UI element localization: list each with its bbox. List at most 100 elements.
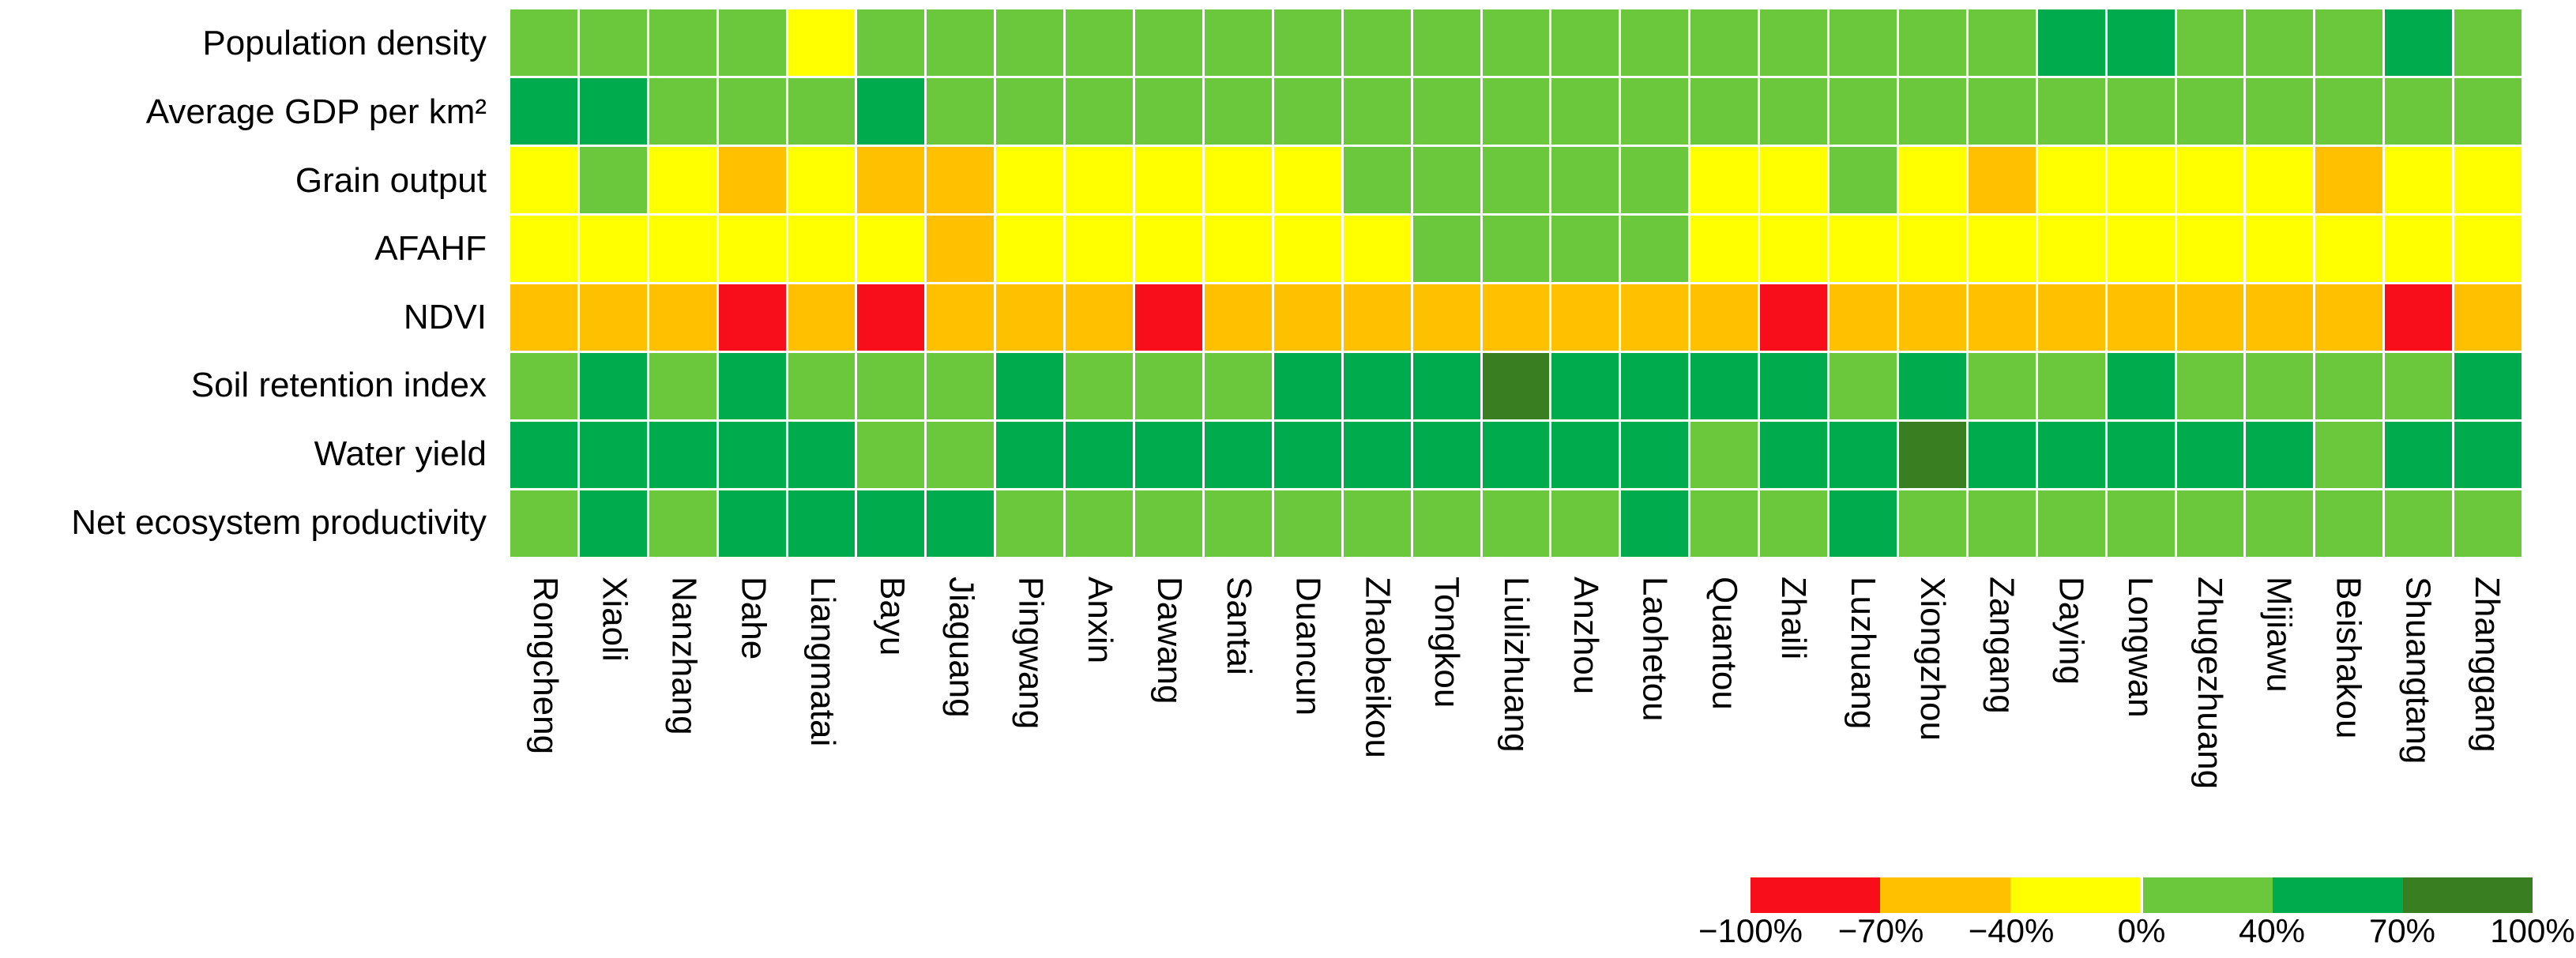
column-label-text: Rongcheng — [525, 577, 565, 755]
heatmap-cell — [1482, 216, 1550, 282]
heatmap-cell — [2315, 216, 2383, 282]
heatmap-cell — [579, 284, 647, 351]
heatmap-cell — [2454, 353, 2521, 419]
heatmap-cell — [1343, 284, 1411, 351]
heatmap-cell — [1204, 353, 1272, 419]
heatmap-cell — [1551, 284, 1619, 351]
heatmap-cell — [1898, 422, 1966, 488]
heatmap-cell — [1690, 422, 1758, 488]
heatmap-cell — [1760, 284, 1828, 351]
heatmap-cell — [1760, 9, 1828, 76]
heatmap-cell — [2176, 216, 2244, 282]
heatmap-cell — [1690, 147, 1758, 213]
heatmap-cell — [1412, 216, 1480, 282]
column-label-text: Daying — [2051, 577, 2091, 685]
heatmap-cell — [1621, 353, 1689, 419]
column-label: Bayu — [857, 564, 927, 911]
column-label: Zhanggang — [2452, 564, 2521, 911]
heatmap-cell — [857, 422, 925, 488]
heatmap-cell — [1621, 216, 1689, 282]
column-label: Zhaobeikou — [1343, 564, 1412, 911]
row-label: Water yield — [314, 434, 487, 474]
heatmap-cell — [1066, 147, 1134, 213]
heatmap-cell — [2246, 422, 2314, 488]
heatmap-cell — [1482, 490, 1550, 557]
heatmap-cell — [1204, 490, 1272, 557]
heatmap-cell — [718, 490, 786, 557]
column-label: Quantou — [1689, 564, 1758, 911]
column-label: Dawang — [1134, 564, 1204, 911]
heatmap-cell — [2315, 147, 2383, 213]
heatmap-cell — [510, 78, 577, 145]
heatmap-cell — [1760, 422, 1828, 488]
heatmap-cell — [2385, 9, 2453, 76]
heatmap-cell — [1968, 216, 2036, 282]
column-label-text: Bayu — [872, 577, 912, 656]
heatmap-cell — [2315, 78, 2383, 145]
legend-segment-y — [2010, 877, 2140, 913]
heatmap-cell — [1621, 284, 1689, 351]
column-label: Laohetou — [1620, 564, 1690, 911]
heatmap-cell — [1135, 216, 1202, 282]
column-label-text: Zhaobeikou — [1358, 577, 1397, 758]
column-label: Tongkou — [1412, 564, 1481, 911]
heatmap-cell — [1968, 9, 2036, 76]
heatmap-cell — [1968, 353, 2036, 419]
heatmap-cell — [579, 490, 647, 557]
column-label: Rongcheng — [510, 564, 580, 911]
heatmap-cell — [1135, 490, 1202, 557]
heatmap-cell — [1273, 216, 1341, 282]
heatmap-cell — [1690, 78, 1758, 145]
heatmap-cell — [2176, 490, 2244, 557]
heatmap-cell — [718, 78, 786, 145]
heatmap-cell — [788, 422, 856, 488]
heatmap-cell — [2037, 9, 2105, 76]
heatmap-cell — [2037, 147, 2105, 213]
heatmap-cell — [1066, 78, 1134, 145]
heatmap-cell — [857, 147, 925, 213]
column-label: Jiaguang — [927, 564, 996, 911]
heatmap-cell — [2037, 216, 2105, 282]
column-label: Daying — [2036, 564, 2105, 911]
heatmap-cell — [1135, 284, 1202, 351]
heatmap-cell — [2176, 353, 2244, 419]
heatmap-cell — [2454, 284, 2521, 351]
heatmap-cell — [1690, 490, 1758, 557]
column-label: Luzhuang — [1828, 564, 1897, 911]
heatmap-cell — [927, 422, 995, 488]
column-label-text: Liangmatai — [803, 577, 843, 747]
heatmap-cell — [2037, 422, 2105, 488]
column-label: Shuangtang — [2382, 564, 2452, 911]
heatmap-cell — [1066, 9, 1134, 76]
heatmap-cell — [1482, 78, 1550, 145]
heatmap-cell — [996, 78, 1064, 145]
heatmap-cell — [579, 78, 647, 145]
heatmap-cell — [2385, 490, 2453, 557]
heatmap-cell — [1482, 422, 1550, 488]
heatmap-cell — [2454, 147, 2521, 213]
column-label: Xiongzhou — [1897, 564, 1967, 911]
legend-tick: −70% — [1837, 912, 1924, 949]
heatmap-cell — [510, 353, 577, 419]
row-label: NDVI — [403, 297, 487, 336]
heatmap-cell — [718, 216, 786, 282]
heatmap-cell — [1412, 9, 1480, 76]
legend-segment-o — [1880, 877, 2010, 913]
heatmap-cell — [1066, 284, 1134, 351]
heatmap-cell — [1830, 490, 1897, 557]
heatmap-cell — [996, 216, 1064, 282]
heatmap-cell — [1204, 9, 1272, 76]
heatmap-cell — [1273, 353, 1341, 419]
heatmap-cell — [2385, 284, 2453, 351]
heatmap-cell — [1760, 78, 1828, 145]
heatmap-cell — [2107, 147, 2175, 213]
heatmap-cell — [1830, 216, 1897, 282]
heatmap-cell — [2246, 284, 2314, 351]
heatmap-cell — [1273, 78, 1341, 145]
heatmap-cell — [1760, 147, 1828, 213]
heatmap-cell — [927, 353, 995, 419]
heatmap-cell — [1066, 422, 1134, 488]
heatmap-cell — [510, 147, 577, 213]
column-label: Santai — [1204, 564, 1273, 911]
heatmap-cell — [1898, 284, 1966, 351]
